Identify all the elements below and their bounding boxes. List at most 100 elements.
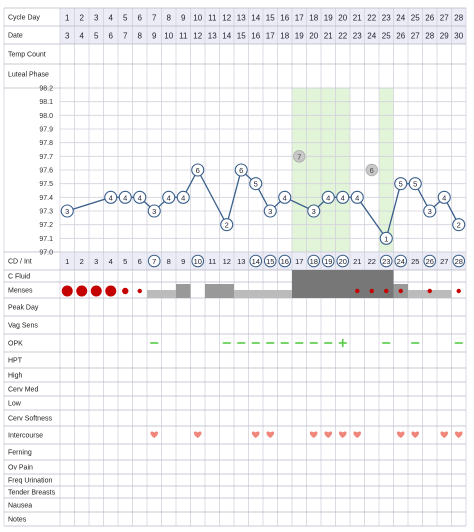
y-tick-label: 97.4 (39, 195, 53, 202)
temp-point[interactable] (321, 190, 335, 204)
discarded-temp-point (293, 150, 306, 163)
date-number: 23 (353, 32, 362, 41)
cd-int-number: 16 (281, 257, 289, 266)
cd-int-number: 4 (109, 257, 113, 266)
row-label-cycle-day: Cycle Day (8, 15, 40, 22)
temp-point[interactable] (452, 218, 466, 232)
temp-point[interactable] (60, 204, 74, 218)
date-number: 6 (109, 32, 114, 41)
temp-point[interactable] (162, 190, 176, 204)
cd-int-number: 3 (94, 257, 98, 266)
cycle-day-number: 2 (80, 14, 85, 23)
c-fluid-bar (408, 290, 423, 298)
c-fluid-bar (205, 284, 220, 298)
temp-point[interactable] (249, 177, 263, 191)
temp-point[interactable] (423, 204, 437, 218)
temp-point[interactable] (191, 163, 205, 177)
row-label-luteal-phase: Luteal Phase (8, 72, 49, 79)
cd-int-circle (263, 254, 277, 268)
temp-point[interactable] (104, 190, 118, 204)
cycle-day-number: 5 (123, 14, 128, 23)
date-number: 11 (179, 32, 188, 41)
temp-point-label: 5 (399, 180, 403, 189)
temp-point[interactable] (133, 190, 147, 204)
cycle-day-number: 19 (324, 14, 333, 23)
y-tick-label: 97.6 (39, 168, 53, 175)
row-label-intercourse: Intercourse (8, 433, 43, 440)
temp-point-label: 6 (239, 166, 243, 175)
c-fluid-bar (335, 270, 350, 298)
y-tick-label: 97.2 (39, 222, 53, 229)
cd-int-circle (394, 254, 408, 268)
discarded-temp-label: 7 (297, 152, 301, 161)
row-label-opk: OPK (8, 341, 23, 348)
intercourse-heart-icon (324, 431, 333, 438)
temp-point[interactable] (336, 190, 350, 204)
discarded-temp-label: 6 (370, 166, 374, 175)
temp-point[interactable] (147, 204, 161, 218)
cd-int-number: 24 (397, 257, 405, 266)
cycle-day-number: 6 (138, 14, 143, 23)
cd-int-number: 14 (252, 257, 260, 266)
temp-point[interactable] (118, 190, 132, 204)
cycle-day-number: 4 (109, 14, 114, 23)
cd-int-circle (379, 254, 393, 268)
temp-point[interactable] (394, 177, 408, 191)
temp-point-label: 4 (341, 193, 345, 202)
row-label-vag-sens: Vag Sens (8, 323, 38, 330)
y-tick-label: 98.2 (39, 86, 53, 93)
row-label-c-fluid: C Fluid (8, 274, 30, 281)
y-tick-label: 97.3 (39, 209, 53, 216)
cycle-day-number: 14 (251, 14, 260, 23)
temp-point[interactable] (176, 190, 190, 204)
temp-point-label: 3 (152, 207, 156, 216)
c-fluid-bar (176, 284, 191, 298)
y-tick-label: 98.0 (39, 113, 53, 120)
temp-point[interactable] (408, 177, 422, 191)
menses-dot (384, 288, 389, 294)
intercourse-heart-icon (454, 431, 463, 438)
c-fluid-bar (161, 290, 176, 298)
row-label-ferning: Ferning (8, 450, 32, 457)
temp-point[interactable] (437, 190, 451, 204)
temp-point-label: 3 (312, 207, 316, 216)
cycle-day-number: 20 (338, 14, 347, 23)
cd-int-number: 17 (295, 257, 303, 266)
cycle-day-number: 17 (295, 14, 304, 23)
c-fluid-bar (219, 284, 234, 298)
cd-int-circle (423, 254, 437, 268)
cd-int-circle (191, 254, 205, 268)
temp-point[interactable] (263, 204, 277, 218)
c-fluid-bar (321, 270, 336, 298)
temp-point-label: 4 (283, 193, 287, 202)
cd-int-circle (249, 254, 263, 268)
temp-point[interactable] (220, 218, 234, 232)
temp-point-label: 3 (428, 207, 432, 216)
cd-int-number: 2 (80, 257, 84, 266)
cd-int-number: 1 (65, 257, 69, 266)
y-tick-label: 97.0 (39, 250, 53, 257)
temp-point-label: 4 (326, 193, 330, 202)
cd-int-number: 19 (324, 257, 332, 266)
temp-point[interactable] (379, 231, 393, 245)
intercourse-heart-icon (309, 431, 318, 438)
cd-int-number: 25 (411, 257, 419, 266)
cd-int-circle (336, 254, 350, 268)
cd-int-number: 28 (455, 257, 463, 266)
row-label-cd-int: CD / Int (8, 259, 32, 266)
cd-int-number: 21 (353, 257, 361, 266)
row-label-temp-count: Temp Count (8, 52, 46, 59)
date-number: 28 (425, 32, 434, 41)
date-number: 8 (138, 32, 143, 41)
date-number: 7 (123, 32, 128, 41)
date-number: 15 (237, 32, 246, 41)
cd-int-number: 26 (426, 257, 434, 266)
temp-point-label: 6 (196, 166, 200, 175)
temp-point[interactable] (350, 190, 364, 204)
y-tick-label: 97.1 (39, 236, 53, 243)
temp-point[interactable] (278, 190, 292, 204)
temp-point[interactable] (234, 163, 248, 177)
date-number: 30 (454, 32, 463, 41)
temp-point[interactable] (307, 204, 321, 218)
c-fluid-bar (379, 270, 394, 298)
